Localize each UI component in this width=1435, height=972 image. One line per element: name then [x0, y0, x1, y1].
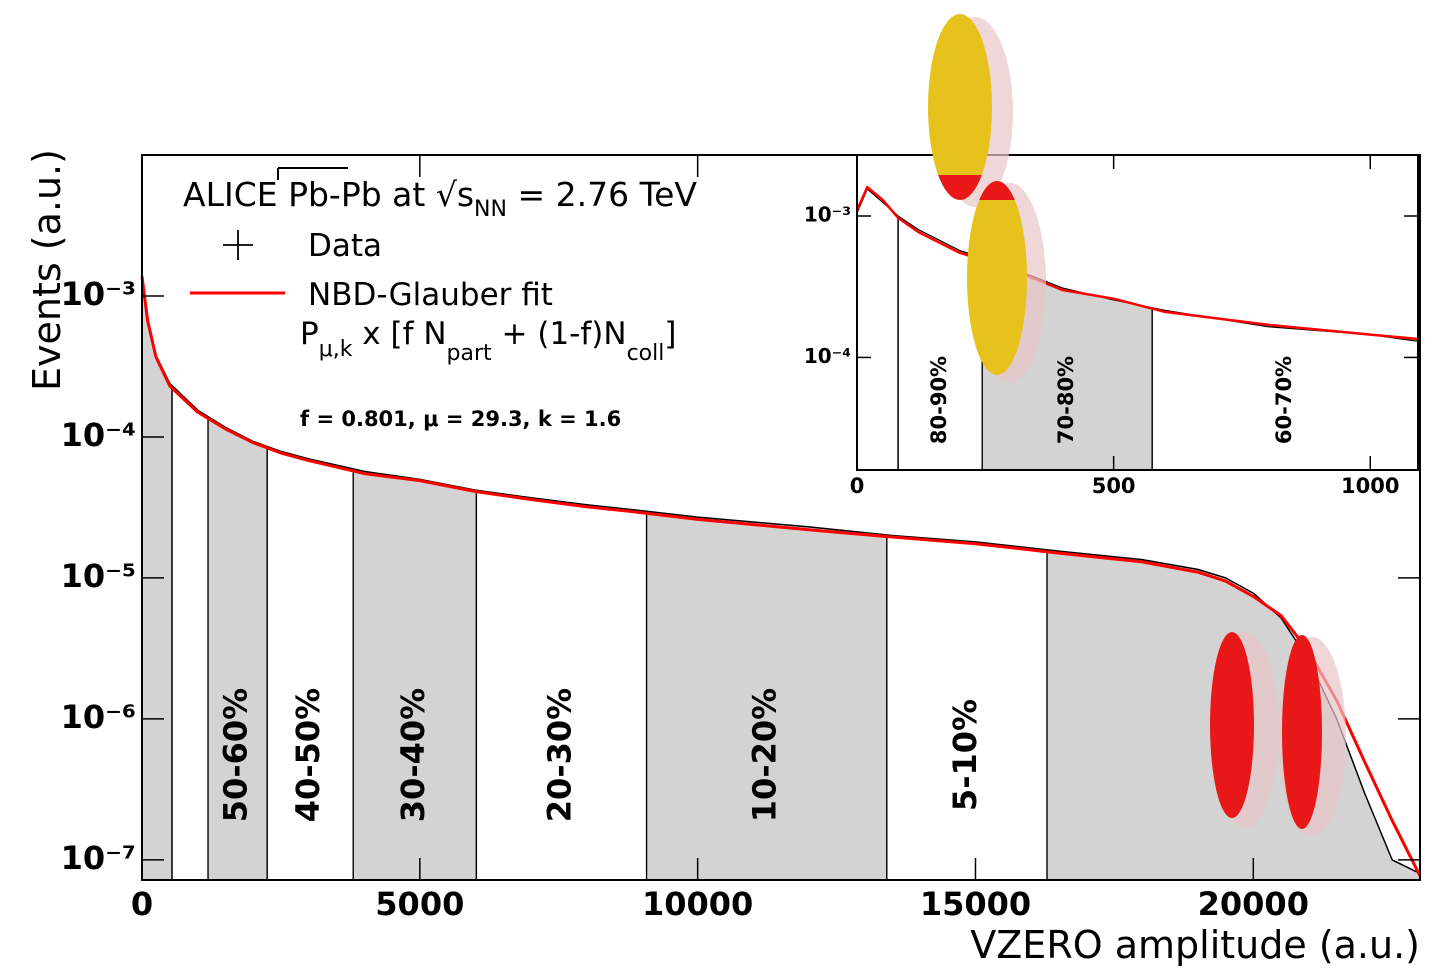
formula-part: x [f N — [352, 316, 446, 352]
title-part: ALICE Pb-Pb at √s — [183, 175, 474, 214]
legend: ALICE Pb-Pb at √sNN = 2.76 TeV Data NBD-… — [183, 167, 697, 431]
y-tick-label: 10⁻⁶ — [61, 698, 136, 736]
x-tick-label: 1000 — [1341, 474, 1399, 498]
formula-part: + (1-f)N — [492, 316, 627, 352]
legend-title: ALICE Pb-Pb at √sNN = 2.76 TeV — [183, 175, 697, 222]
y-tick-label: 10⁻⁴ — [61, 416, 136, 454]
title-part: = 2.76 TeV — [507, 175, 697, 214]
y-tick-label: 10⁻⁵ — [61, 557, 136, 595]
fit-parameters: f = 0.801, μ = 29.3, k = 1.6 — [300, 407, 621, 431]
band-label: 60-70% — [1272, 356, 1296, 444]
band-label: 10-20% — [746, 688, 784, 822]
formula-part: part — [447, 341, 492, 366]
x-tick-label: 5000 — [375, 885, 464, 923]
band-label: 40-50% — [289, 688, 327, 822]
x-tick-label: 500 — [1092, 474, 1136, 498]
band-label: 80-90% — [927, 356, 951, 444]
legend-label: Data — [308, 228, 382, 264]
legend-label: NBD-Glauber fit — [308, 277, 553, 313]
nucleus-illustrations — [928, 14, 1346, 837]
band-label: 50-60% — [217, 688, 255, 822]
nucleus — [1210, 632, 1254, 818]
band-label: 20-30% — [540, 688, 578, 822]
y-tick-label: 10⁻⁴ — [804, 344, 851, 368]
y-tick-label: 10⁻³ — [61, 275, 136, 313]
nucleus — [1282, 635, 1322, 829]
centrality-band — [208, 416, 268, 880]
band-label: 70-80% — [1054, 356, 1078, 444]
y-tick-label: 10⁻⁷ — [61, 839, 136, 877]
centrality-band — [353, 468, 477, 880]
x-tick-label: 0 — [850, 474, 865, 498]
x-tick-label: 20000 — [1198, 885, 1309, 923]
formula-part: ] — [664, 316, 676, 352]
y-tick-label: 10⁻³ — [804, 203, 851, 227]
band-label: 30-40% — [394, 688, 432, 822]
centrality-band — [172, 385, 208, 880]
x-axis-label: VZERO amplitude (a.u.) — [970, 923, 1420, 967]
plot-frame — [856, 154, 1419, 471]
nucleus-overlap — [938, 175, 982, 200]
y-axis-label: Events (a.u.) — [25, 149, 69, 391]
x-tick-label: 0 — [131, 885, 153, 923]
fit-formula: Pμ,k x [f Npart + (1-f)Ncoll] — [300, 316, 676, 366]
formula-part: coll — [627, 341, 665, 366]
nucleus-overlap — [979, 181, 1015, 200]
series-line — [140, 276, 1422, 877]
x-tick-label: 15000 — [920, 885, 1031, 923]
nucleus — [967, 181, 1027, 375]
formula-part: μ,k — [319, 337, 353, 362]
formula-part: P — [300, 316, 319, 352]
band-label: 5-10% — [946, 699, 984, 811]
inset-chart: 80-90% 70-80% 60-70% 0 500 1000 10⁻⁴ 10⁻³ — [804, 154, 1419, 498]
centrality-band — [646, 511, 887, 880]
nucleus — [928, 14, 992, 200]
x-tick-label: 10000 — [642, 885, 753, 923]
plot-frame — [141, 154, 1421, 881]
title-part: NN — [474, 197, 507, 222]
